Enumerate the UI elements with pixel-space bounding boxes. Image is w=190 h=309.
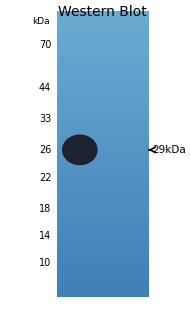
Text: 18: 18 (39, 204, 51, 214)
Text: 70: 70 (39, 40, 51, 50)
Text: Western Blot: Western Blot (58, 5, 147, 19)
Text: 22: 22 (39, 173, 51, 183)
Text: 44: 44 (39, 83, 51, 93)
Text: 14: 14 (39, 231, 51, 241)
Text: 33: 33 (39, 114, 51, 124)
Text: 10: 10 (39, 258, 51, 268)
Ellipse shape (63, 135, 97, 164)
Text: 29kDa: 29kDa (152, 145, 186, 155)
Text: kDa: kDa (32, 17, 49, 26)
Text: 26: 26 (39, 145, 51, 155)
